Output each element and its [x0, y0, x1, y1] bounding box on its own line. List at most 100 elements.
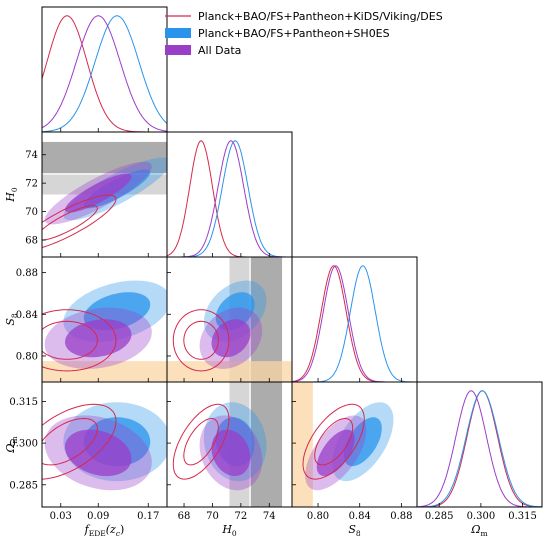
marginal-curve-sh0es — [292, 265, 417, 382]
y-tick-label: 68 — [25, 235, 38, 246]
contour-group-kids — [42, 194, 117, 249]
y-axis-label-Om: Ωm — [4, 436, 19, 453]
contour-95-kids — [302, 403, 365, 480]
contour-68-kids — [183, 418, 219, 466]
contour-95-kids — [172, 309, 230, 372]
marginal-group — [292, 265, 417, 382]
axis-label-sub: 0 — [232, 529, 237, 538]
legend-swatch-patch — [165, 45, 191, 55]
panel-frame — [291, 256, 418, 383]
y-axis-label-S8: S8 — [4, 313, 19, 326]
x-axis-label-Om: Ωm — [470, 523, 487, 538]
legend: Planck+BAO/FS+Pantheon+KiDS/Viking/DES Pl… — [165, 10, 443, 57]
x-tick-label: 0.17 — [137, 511, 159, 522]
y-tick-label: 0.80 — [16, 351, 38, 362]
x-tick-label: 0.80 — [307, 511, 329, 522]
marginal-curve-all — [417, 390, 542, 507]
contour-group-all — [44, 161, 152, 225]
contour-group-kids — [302, 403, 365, 480]
axis-label-suffix: (z — [106, 523, 116, 536]
contour-68-all — [65, 173, 132, 213]
constraint-band-H0 — [250, 382, 283, 507]
marginal-curve-all — [42, 15, 167, 132]
y-tick-label: 74 — [25, 150, 38, 161]
contour-group-kids — [172, 403, 230, 480]
band-group — [167, 361, 292, 382]
contour-68-kids — [42, 417, 98, 466]
axis-label-main: S — [348, 523, 356, 536]
contour-group-sh0es — [332, 402, 394, 482]
legend-label: All Data — [198, 44, 241, 57]
axis-label-end: ) — [120, 523, 124, 536]
contour-group-kids — [42, 309, 117, 372]
contour-68-kids — [42, 320, 98, 360]
axis-label-sub: 8 — [10, 313, 19, 318]
y-tick-label: 0.84 — [16, 310, 38, 321]
legend-label: Planck+BAO/FS+Pantheon+SH0ES — [198, 27, 390, 40]
x-tick-label: 68 — [178, 511, 191, 522]
contour-group-all — [199, 307, 263, 369]
y-axis-label-H0: H0 — [4, 187, 19, 203]
axis-label-main: H — [221, 523, 232, 536]
contour-68-all — [211, 429, 251, 476]
y-tick-label: 0.88 — [16, 268, 38, 279]
y-tick-label: 0.315 — [9, 397, 38, 408]
band-group — [250, 382, 283, 507]
x-tick-label: 70 — [206, 511, 219, 522]
axis-label-main: f — [84, 523, 91, 536]
constraint-band-S8 — [167, 361, 292, 382]
marginal-group — [167, 140, 292, 257]
contour-95-kids — [42, 309, 117, 372]
x-tick-label: 0.285 — [425, 511, 454, 522]
axis-label-sub: m — [10, 436, 19, 443]
marginal-curve-sh0es — [167, 140, 292, 257]
x-axis-label-S8: S8 — [348, 523, 361, 538]
marginal-group — [42, 15, 167, 132]
contour-68-all — [211, 319, 251, 358]
axis-label-main: Ω — [4, 444, 17, 454]
band-group — [42, 361, 167, 382]
axis-label-main: Ω — [470, 523, 480, 536]
marginal-curve-all — [167, 140, 292, 257]
x-tick-label: 0.300 — [467, 511, 496, 522]
marginal-curve-kids — [292, 265, 417, 382]
axis-label-suffix-sub: c — [116, 529, 121, 538]
contour-68-sh0es — [343, 417, 382, 467]
legend-label: Planck+BAO/FS+Pantheon+KiDS/Viking/DES — [198, 10, 443, 23]
y-tick-label: 70 — [25, 207, 38, 218]
contour-68-kids — [314, 418, 354, 466]
contour-group-all — [199, 415, 263, 491]
axis-label-sub: 8 — [356, 529, 361, 538]
x-tick-label: 0.88 — [390, 511, 412, 522]
axis-label-sub: 0 — [10, 187, 19, 192]
contour-95-kids — [42, 403, 117, 480]
contour-group-kids — [42, 403, 117, 480]
marginal-curve-kids — [167, 140, 292, 257]
axis-label-sub: EDE — [89, 529, 106, 538]
axis-label-main: H — [4, 192, 17, 203]
panel-frame — [41, 6, 168, 133]
contour-95-kids — [172, 403, 230, 480]
marginal-curve-all — [292, 265, 417, 382]
contour-68-kids — [42, 205, 98, 241]
y-tick-label: 72 — [25, 179, 38, 190]
panel-frame — [416, 381, 543, 508]
marginal-curve-sh0es — [42, 15, 167, 132]
constraint-band-S8 — [42, 361, 167, 382]
x-tick-label: 0.03 — [50, 511, 72, 522]
x-tick-label: 74 — [263, 511, 276, 522]
legend-swatch-patch — [165, 28, 191, 38]
contour-68-kids — [183, 320, 219, 360]
marginal-curve-kids — [42, 15, 167, 132]
axis-label-sub: m — [481, 529, 488, 538]
y-tick-label: 0.285 — [9, 480, 38, 491]
x-axis-label-f: fEDE(zc) — [84, 523, 125, 538]
constraint-band-S8 — [292, 382, 313, 507]
contour-68-sh0es — [215, 292, 255, 331]
axis-label-main: S — [4, 318, 17, 326]
x-axis-label-H0: H0 — [221, 523, 237, 538]
x-tick-label: 0.315 — [508, 511, 537, 522]
band-group — [292, 382, 313, 507]
marginal-group — [417, 390, 542, 507]
